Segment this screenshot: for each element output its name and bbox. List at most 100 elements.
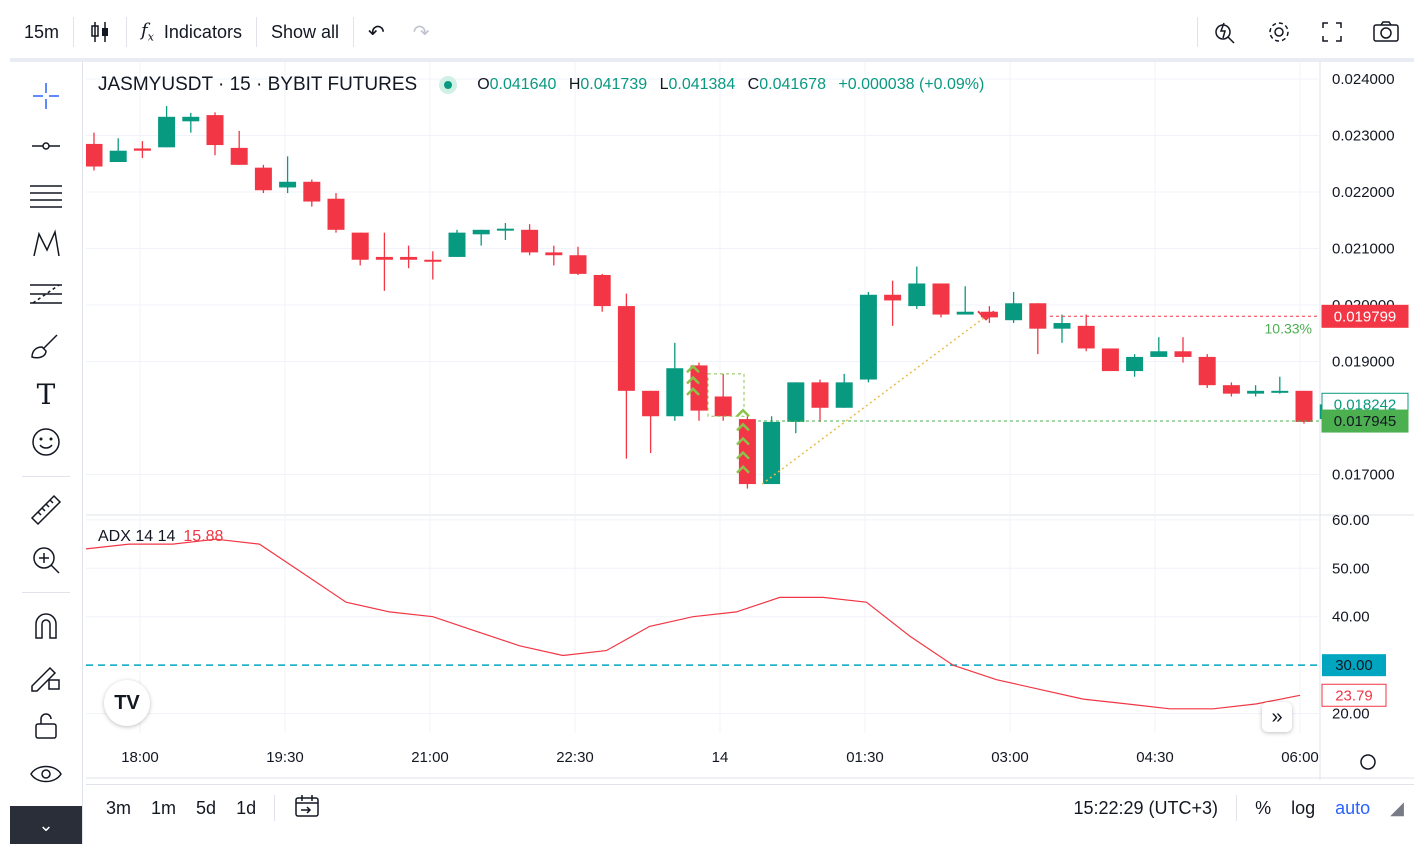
range-1d[interactable]: 1d xyxy=(236,797,257,818)
candle-body xyxy=(1005,303,1023,321)
axis-settings-icon xyxy=(1360,754,1376,770)
candle-body xyxy=(859,294,877,380)
eye-icon[interactable] xyxy=(26,756,66,792)
toolbar-divider xyxy=(353,17,354,47)
camera-icon[interactable] xyxy=(1358,6,1414,58)
percent-toggle[interactable]: % xyxy=(1255,797,1272,818)
text-icon[interactable]: T xyxy=(36,377,56,411)
trend-line xyxy=(761,315,987,485)
sell-marker xyxy=(977,310,995,321)
candle-body xyxy=(327,198,345,230)
redo-icon[interactable]: ↷ xyxy=(412,21,430,44)
collapse-icon[interactable]: ⌄ xyxy=(10,806,82,844)
candle-body xyxy=(351,232,369,260)
close-value: 0.041678 xyxy=(759,76,826,93)
crosshair-icon[interactable] xyxy=(26,78,66,114)
chart-svg[interactable]: 0.0240000.0230000.0220000.0210000.020000… xyxy=(85,62,1414,780)
price-badge-red-bg xyxy=(1321,304,1409,328)
time-tick-label: 19:30 xyxy=(266,749,304,766)
market-status-icon[interactable] xyxy=(439,76,458,94)
fib-icon[interactable] xyxy=(26,178,66,214)
time-tick-label: 01:30 xyxy=(846,749,884,766)
auto-toggle[interactable]: auto xyxy=(1335,797,1371,818)
unlock-icon[interactable] xyxy=(26,708,66,744)
alert-icon[interactable] xyxy=(1198,6,1252,58)
candle-body xyxy=(424,259,442,262)
adx-level-badge-bg xyxy=(1322,654,1386,677)
symbol-title[interactable]: JASMYUSDT · 15 · BYBIT FUTURES xyxy=(98,74,418,95)
show-all-button[interactable]: Show all xyxy=(270,21,339,42)
adx-value-badge: 23.79 xyxy=(1335,687,1373,704)
indicators-icon: fx xyxy=(141,20,154,44)
adx-tick-label: 40.00 xyxy=(1332,609,1370,626)
scroll-to-realtime-icon[interactable]: » xyxy=(1262,702,1292,732)
pattern-icon[interactable] xyxy=(26,226,66,262)
candle-body xyxy=(835,382,853,408)
zoom-in-icon[interactable] xyxy=(26,542,66,578)
toolbar-divider xyxy=(1236,795,1238,821)
candle-body xyxy=(956,311,974,315)
candle-body xyxy=(448,232,466,257)
chart-area[interactable]: 0.0240000.0230000.0220000.0210000.020000… xyxy=(85,62,1414,780)
candle-body xyxy=(1295,390,1313,422)
candle-body xyxy=(109,150,127,163)
undo-icon[interactable]: ↶ xyxy=(368,21,385,44)
candle-body xyxy=(1222,385,1240,394)
range-5d[interactable]: 5d xyxy=(196,797,217,818)
candle-body xyxy=(1029,303,1047,329)
indicators-button[interactable]: fx Indicators xyxy=(127,6,256,58)
top-toolbar: 15m fx Indicators Show all ↶ ↷ xyxy=(10,6,1414,62)
clock[interactable]: 15:22:29 (UTC+3) xyxy=(1073,797,1219,818)
range-3m[interactable]: 3m xyxy=(106,797,132,818)
price-tick-label: 0.024000 xyxy=(1332,71,1395,88)
interval-button[interactable]: 15m xyxy=(24,21,60,42)
ruler-icon[interactable] xyxy=(26,492,66,528)
buy-signal-chevron xyxy=(686,375,700,385)
adx-legend[interactable]: ADX 14 14 15.88 xyxy=(98,528,223,546)
signal-box xyxy=(707,373,745,417)
toolbar-divider xyxy=(73,17,75,47)
time-tick-label: 06:00 xyxy=(1281,749,1319,766)
go-to-date-icon[interactable] xyxy=(283,793,331,824)
fullscreen-icon[interactable] xyxy=(1306,6,1358,58)
candle-body xyxy=(472,229,490,235)
brush-icon[interactable] xyxy=(26,328,66,364)
resize-handle-icon[interactable]: ◢ xyxy=(1390,797,1404,818)
range-1m[interactable]: 1m xyxy=(151,797,177,818)
candle-body xyxy=(787,382,805,422)
settings-icon[interactable] xyxy=(1252,6,1306,58)
candles-icon[interactable] xyxy=(74,6,126,58)
candle-body xyxy=(1101,348,1119,372)
price-tick-label: 0.019000 xyxy=(1332,353,1395,370)
candle-body xyxy=(1271,390,1289,393)
buy-signal-chevron xyxy=(736,436,750,446)
log-toggle[interactable]: log xyxy=(1291,797,1316,818)
candle-body xyxy=(1247,390,1265,394)
price-badge-green-bg xyxy=(1321,409,1409,433)
candle-body xyxy=(230,147,248,165)
change-value: +0.000038 (+0.09%) xyxy=(838,76,985,93)
candle-body xyxy=(617,306,635,391)
price-tick-label: 0.022000 xyxy=(1332,184,1395,201)
candle-body xyxy=(182,116,200,122)
adx-value: 15.88 xyxy=(183,528,224,545)
toolbar-divider xyxy=(1197,17,1198,47)
lock-drawing-icon[interactable] xyxy=(26,658,66,694)
candle-body xyxy=(158,116,176,148)
adx-tick-label: 60.00 xyxy=(1332,512,1370,529)
gann-icon[interactable] xyxy=(26,276,66,312)
buy-signal-chevron xyxy=(736,450,750,460)
candle-body xyxy=(714,396,732,417)
candle-body xyxy=(254,167,272,191)
tradingview-logo-icon[interactable]: TV xyxy=(104,680,150,726)
percent-annotation: 10.33% xyxy=(1265,321,1312,337)
candle-body xyxy=(642,390,660,417)
chart-legend: JASMYUSDT · 15 · BYBIT FUTURES O0.041640… xyxy=(98,74,984,96)
adx-line xyxy=(85,538,1301,710)
candle-body xyxy=(1174,351,1192,357)
horizontal-line-icon[interactable] xyxy=(26,128,66,164)
magnet-icon[interactable] xyxy=(26,608,66,644)
candle-body xyxy=(1150,351,1168,357)
emoji-icon[interactable] xyxy=(26,424,66,460)
price-badge-last: 0.018242 xyxy=(1334,396,1397,413)
